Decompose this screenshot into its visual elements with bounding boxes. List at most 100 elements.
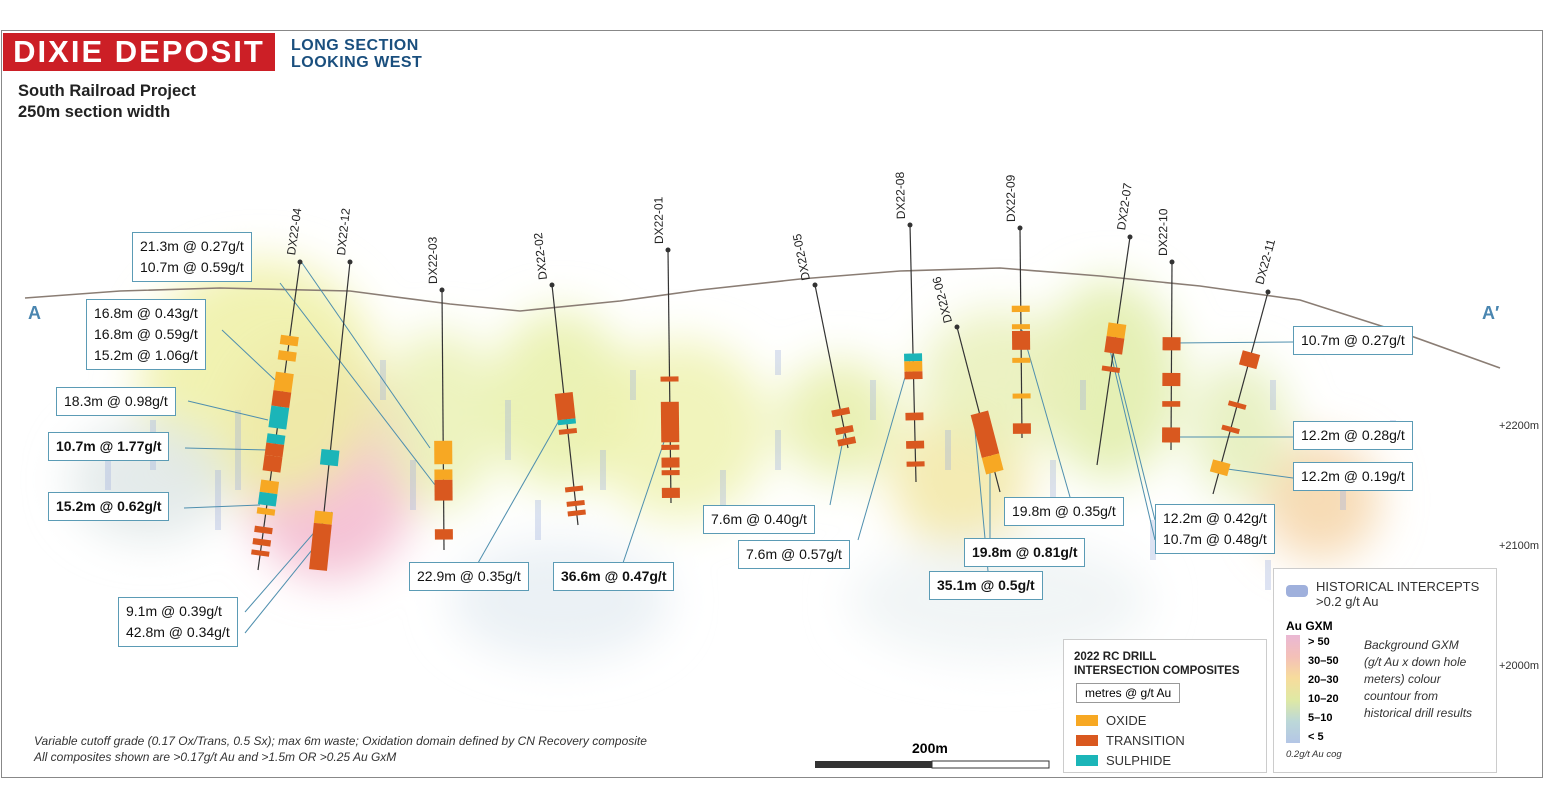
leader-line: [279, 282, 436, 486]
intercept-value: 16.8m @ 0.59g/t: [94, 326, 198, 342]
intercept-label: 10.7m @ 0.27g/t: [1293, 326, 1413, 355]
intercept-value: 19.8m @ 0.35g/t: [1012, 503, 1116, 519]
gxm-class-label: 5–10: [1308, 712, 1333, 724]
composite-oxide: [277, 350, 297, 362]
gxm-class-label: 20–30: [1308, 674, 1339, 686]
intercept-value: 16.8m @ 0.43g/t: [94, 305, 198, 321]
gxm-title: Au GXM: [1286, 619, 1333, 633]
cog-note: 0.2g/t Au cog: [1286, 749, 1342, 760]
intercept-value: 18.3m @ 0.98g/t: [64, 393, 168, 409]
intercept-value: 7.6m @ 0.40g/t: [711, 511, 807, 527]
footnote: All composites shown are >0.17g/t Au and…: [34, 750, 397, 764]
composite-transition: [1221, 424, 1240, 435]
historical-intercept-bar: [1270, 380, 1276, 410]
historical-intercept-bar: [505, 400, 511, 460]
legend-item-label: OXIDE: [1106, 712, 1147, 728]
composite-transition: [264, 442, 285, 458]
drill-collar: [665, 247, 671, 253]
composite-transition: [1238, 350, 1261, 370]
footnote: Variable cutoff grade (0.17 Ox/Trans, 0.…: [34, 734, 647, 748]
intercept-label: 22.9m @ 0.35g/t: [409, 562, 529, 591]
intercept-value: 35.1m @ 0.5g/t: [937, 577, 1035, 593]
composite-transition: [1011, 330, 1031, 350]
gxm-description: countour from: [1364, 689, 1439, 703]
subtitle-line2: LOOKING WEST: [291, 54, 423, 71]
drill-collar: [907, 222, 913, 228]
oxide-swatch: [1076, 714, 1098, 726]
intercept-label: 36.6m @ 0.47g/t: [553, 562, 675, 591]
composite-oxide: [1106, 322, 1127, 339]
composite-transition: [309, 522, 332, 571]
composite-transition: [271, 390, 292, 408]
gxm-contour-blob: [1040, 280, 1180, 480]
drill-hole-label: DX22-10: [1156, 208, 1171, 256]
composite-oxide: [904, 360, 923, 372]
composites-legend: 2022 RC DRILL INTERSECTION COMPOSITES me…: [1063, 639, 1267, 773]
elevation-label: +2000m: [1499, 660, 1540, 672]
legend-item-label: SULPHIDE: [1106, 752, 1172, 768]
drill-hole-trace: [1212, 291, 1269, 495]
gxm-class-label: 10–20: [1308, 693, 1339, 705]
leader-line: [299, 259, 431, 449]
composite-transition: [1162, 401, 1181, 407]
composite-oxide: [1012, 357, 1031, 363]
gxm-class-label: > 50: [1308, 636, 1330, 648]
composite-transition: [661, 487, 680, 499]
intercept-value: 36.6m @ 0.47g/t: [561, 568, 667, 584]
composite-transition: [434, 479, 453, 501]
drill-holes: [251, 222, 1271, 571]
leader-line: [221, 329, 276, 381]
intercept-value: 10.7m @ 0.59g/t: [140, 259, 244, 275]
gxm-contour-blob: [590, 340, 770, 520]
leader-line: [1171, 341, 1294, 344]
legend-title: 2022 RC DRILL INTERSECTION COMPOSITES: [1074, 650, 1240, 678]
intercept-value: 15.2m @ 0.62g/t: [56, 498, 162, 514]
intercept-value: 15.2m @ 1.06g/t: [94, 347, 198, 363]
drill-collar: [439, 287, 445, 293]
historical-intercept-bar: [1265, 560, 1271, 590]
composite-transition: [905, 412, 924, 421]
composite-oxide: [434, 469, 453, 480]
gxm-contour-blob: [380, 330, 500, 510]
gxm-description: historical drill results: [1364, 706, 1473, 720]
leader-line: [1219, 467, 1294, 479]
intercept-label: 35.1m @ 0.5g/t: [929, 571, 1043, 600]
drill-hole-trace: [814, 284, 849, 449]
historical-intercept-bar: [600, 450, 606, 490]
drill-hole-trace: [441, 289, 445, 551]
leader-line: [183, 504, 261, 509]
leader-line: [477, 409, 566, 564]
gxm-contour-blob: [450, 540, 670, 660]
drill-hole-label: DX22-08: [892, 171, 908, 220]
intercept-label: 19.8m @ 0.35g/t: [1004, 497, 1124, 526]
composite-oxide: [256, 507, 276, 516]
section-subtitle: LONG SECTION LOOKING WEST: [291, 37, 422, 71]
gxm-color-ramp: [1286, 635, 1300, 743]
gxm-description: (g/t Au x down hole: [1364, 655, 1467, 669]
intercept-value: 12.2m @ 0.28g/t: [1301, 427, 1405, 443]
historical-intercept-bar: [535, 500, 541, 540]
composite-transition: [262, 454, 283, 473]
composite-oxide: [1011, 324, 1030, 330]
legend-item-transition: TRANSITION: [1076, 730, 1185, 750]
intercept-label: 7.6m @ 0.57g/t: [738, 540, 850, 569]
intercept-value: 10.7m @ 0.48g/t: [1163, 531, 1267, 547]
gxm-class-label: 30–50: [1308, 655, 1339, 667]
historical-intercept-bar: [870, 380, 876, 420]
gxm-legend: HISTORICAL INTERCEPTS >0.2 g/t Au Au GXM…: [1273, 568, 1497, 773]
composite-transition: [566, 499, 585, 507]
intercept-label: 10.7m @ 1.77g/t: [48, 432, 170, 461]
historical-legend-label: HISTORICAL INTERCEPTS >0.2 g/t Au: [1316, 579, 1479, 609]
composite-oxide: [434, 440, 453, 465]
intercept-value: 12.2m @ 0.19g/t: [1301, 468, 1405, 484]
composite-oxide: [1011, 305, 1030, 313]
composite-transition: [567, 509, 586, 517]
sulphide-swatch: [1076, 754, 1098, 766]
intercept-label: 12.2m @ 0.19g/t: [1293, 462, 1413, 491]
composite-transition: [660, 401, 680, 443]
composite-transition: [434, 529, 453, 540]
project-info: South Railroad Project 250m section widt…: [18, 81, 196, 123]
gxm-description: meters) colour: [1364, 672, 1441, 686]
historical-intercept-bar: [945, 430, 951, 470]
gxm-contour-blob: [780, 360, 900, 480]
